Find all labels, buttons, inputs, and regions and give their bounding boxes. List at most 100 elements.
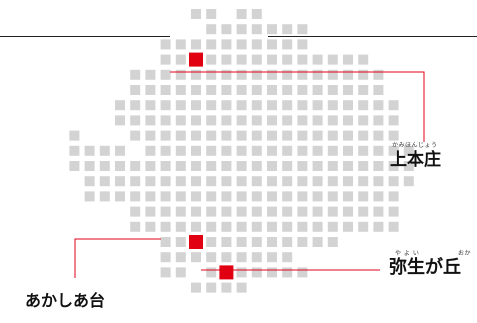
map-cell	[358, 206, 369, 217]
map-cell	[191, 69, 201, 80]
map-cell	[251, 24, 262, 35]
map-cell	[282, 221, 293, 232]
map-cell	[191, 130, 201, 141]
map-cell	[267, 24, 277, 35]
map-cell	[282, 69, 293, 80]
map-cell	[175, 115, 186, 126]
map-cell	[297, 191, 308, 202]
map-cell	[191, 145, 201, 156]
map-cell	[160, 115, 171, 126]
leader-akashiadai	[74, 238, 161, 278]
map-cell	[145, 69, 156, 80]
map-cell	[191, 100, 201, 111]
map-cell	[251, 191, 262, 202]
highlight-cell-yayoigaoka	[219, 265, 234, 280]
map-cell	[251, 145, 262, 156]
map-cell	[251, 267, 262, 278]
map-cell	[160, 69, 171, 80]
kamihonjo-ruby: かみほんじょう	[392, 142, 438, 149]
leader-lines	[74, 71, 425, 278]
map-cell	[267, 191, 277, 202]
map-cell	[145, 161, 156, 171]
map-cell	[236, 100, 247, 111]
map-cell	[388, 206, 399, 217]
map-cell	[160, 100, 171, 111]
map-cell	[267, 252, 277, 263]
map-cell	[175, 100, 186, 111]
map-cell	[206, 267, 217, 278]
map-cell	[358, 161, 369, 171]
map-cell	[206, 237, 217, 247]
map-cell	[282, 24, 293, 35]
map-cell	[373, 85, 384, 95]
map-cell	[267, 100, 277, 111]
map-cell	[327, 206, 338, 217]
map-cell	[327, 221, 338, 232]
map-cell	[206, 145, 217, 156]
map-cell	[236, 282, 247, 293]
map-cell	[206, 221, 217, 232]
map-cell	[282, 252, 293, 263]
map-cell	[327, 115, 338, 126]
map-cell	[115, 115, 125, 126]
map-cell	[160, 145, 171, 156]
map-cell	[191, 206, 201, 217]
map-cell	[343, 100, 353, 111]
map-cell	[343, 221, 353, 232]
map-cell	[115, 145, 125, 156]
yayoigaoka-label: 弥生が丘	[389, 257, 461, 278]
yayoigaoka-ruby-yayoi: や よ い	[395, 250, 420, 257]
map-cell	[236, 24, 247, 35]
map-cell	[99, 145, 110, 156]
map-cell	[297, 54, 308, 65]
map-cell	[160, 267, 171, 278]
map-cell	[175, 267, 186, 278]
map-cell	[373, 191, 384, 202]
map-cell	[388, 161, 399, 171]
map-cell	[206, 39, 217, 50]
map-cell	[297, 267, 308, 278]
map-cell	[160, 39, 171, 50]
map-cell	[297, 221, 308, 232]
map-cell	[388, 221, 399, 232]
map-cell	[115, 161, 125, 171]
map-cell	[327, 145, 338, 156]
map-cell	[267, 85, 277, 95]
map-cell	[282, 85, 293, 95]
map-cell	[191, 9, 201, 19]
map-cell	[343, 130, 353, 141]
map-cell	[282, 191, 293, 202]
map-cell	[312, 115, 323, 126]
map-cell	[251, 130, 262, 141]
map-cell	[343, 191, 353, 202]
map-cell	[221, 100, 232, 111]
map-cell	[236, 39, 247, 50]
map-cell	[221, 191, 232, 202]
map-cell	[251, 85, 262, 95]
map-cell	[206, 252, 217, 263]
map-cell	[297, 237, 308, 247]
map-cell	[297, 24, 308, 35]
map-cell	[388, 130, 399, 141]
map-cell	[145, 191, 156, 202]
map-cell	[221, 130, 232, 141]
map-cell	[343, 85, 353, 95]
map-cell	[251, 69, 262, 80]
map-cell	[236, 206, 247, 217]
map-cell	[145, 206, 156, 217]
map-cell	[236, 115, 247, 126]
yayoigaoka-ruby-oka: おか	[458, 250, 472, 257]
map-cell	[403, 161, 414, 171]
map-cell	[358, 54, 369, 65]
map-cell	[282, 176, 293, 187]
map-cell	[160, 176, 171, 187]
map-cell	[297, 161, 308, 171]
map-cell	[327, 191, 338, 202]
map-cell	[206, 24, 217, 35]
map-cell	[130, 191, 141, 202]
map-cell	[191, 221, 201, 232]
map-cell	[282, 54, 293, 65]
map-cell	[175, 176, 186, 187]
map-cell	[312, 85, 323, 95]
map-cell	[130, 206, 141, 217]
